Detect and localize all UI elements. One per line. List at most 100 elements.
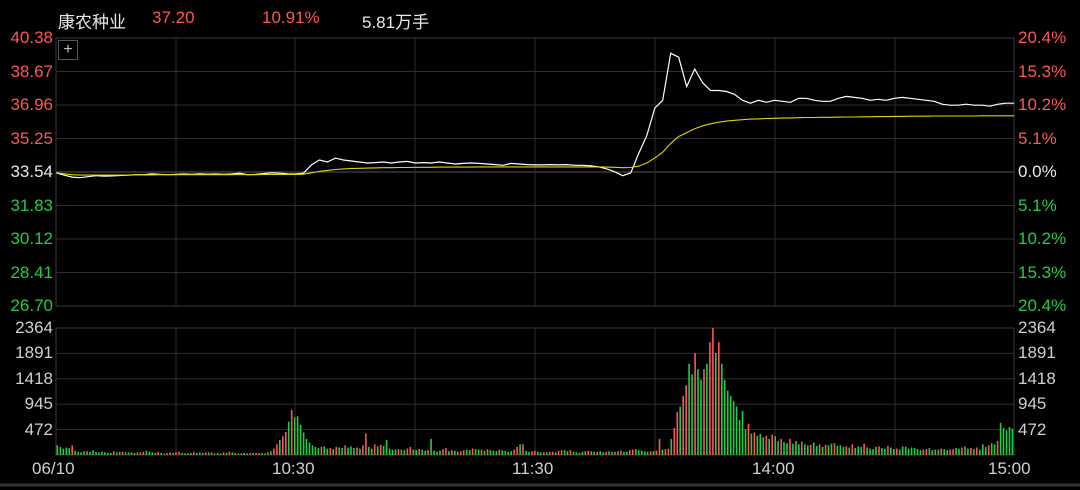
volume-bar — [922, 449, 925, 455]
volume-bar — [643, 451, 646, 455]
volume-bar — [578, 452, 581, 455]
volume-bar — [77, 451, 79, 455]
volume-bar — [961, 447, 963, 455]
volume-bar — [243, 452, 245, 455]
volume-bar — [798, 444, 800, 455]
volume-bar — [554, 452, 557, 455]
current-price: 37.20 — [152, 8, 195, 27]
change-percent: 10.91% — [262, 8, 320, 27]
volume-bar — [842, 446, 845, 455]
volume-bar — [501, 450, 504, 455]
volume-bar — [225, 452, 228, 455]
volume-tick-label: 2364 — [15, 318, 53, 337]
volume-bar — [107, 452, 109, 455]
volume-bar — [658, 438, 661, 455]
volume-bar — [990, 443, 993, 455]
plus-icon[interactable]: + — [58, 40, 78, 60]
volume-bar — [492, 450, 495, 455]
volume-bar — [747, 423, 750, 455]
volume-bar — [344, 445, 346, 455]
volume-bar — [252, 452, 254, 455]
volume-bar — [608, 451, 610, 455]
volume-bar — [424, 450, 426, 455]
price-tick-label: 33.54 — [10, 162, 53, 181]
volume-bar — [219, 453, 222, 455]
volume-bar — [350, 446, 352, 455]
volume-bar — [898, 449, 901, 455]
volume-bar — [694, 352, 696, 455]
volume-bar — [436, 451, 438, 455]
volume-bar — [326, 448, 329, 455]
volume-bar — [691, 374, 693, 455]
volume-bar — [385, 440, 388, 455]
volume-bar — [329, 448, 332, 455]
volume-bar — [341, 448, 343, 455]
volume-bar — [314, 446, 317, 455]
volume-bar — [145, 450, 148, 455]
volume-bar — [282, 436, 284, 455]
volume-bar — [480, 449, 483, 455]
volume-bar — [373, 444, 376, 455]
volume-bar — [110, 452, 112, 455]
volume-bar — [112, 451, 115, 455]
volume-bar — [193, 451, 195, 455]
volume-bar — [474, 449, 477, 455]
volume-bar — [893, 449, 895, 455]
volume-bar — [801, 441, 803, 455]
volume-bar — [860, 446, 862, 455]
volume-bar — [804, 444, 806, 455]
volume-bar — [706, 363, 708, 455]
volume-bar — [142, 451, 145, 455]
volume-bar — [738, 420, 741, 455]
volume-bar — [1008, 427, 1011, 455]
volume-bar — [65, 447, 68, 455]
volume-bar — [338, 447, 340, 455]
time-tick-label: 06/10 — [32, 459, 75, 478]
volume-bar — [996, 441, 999, 455]
volume-bar — [68, 448, 71, 455]
volume-bar — [587, 450, 590, 455]
volume-bar — [780, 438, 782, 455]
volume-bar — [406, 448, 409, 455]
volume-bar — [175, 452, 177, 455]
volume-bar — [454, 450, 456, 455]
volume-bar — [468, 450, 471, 455]
volume-bar — [709, 342, 711, 455]
price-tick-label: 35.25 — [10, 128, 53, 148]
volume-bar — [632, 449, 634, 455]
volume-bar — [237, 453, 240, 455]
volume-bar — [442, 449, 444, 455]
volume-bar — [299, 424, 302, 455]
volume-bar — [774, 436, 776, 455]
volume-bar — [258, 452, 260, 455]
volume-bar — [919, 450, 922, 455]
volume-bar — [169, 452, 171, 455]
time-tick-label: 11:30 — [512, 459, 554, 478]
volume-bar — [679, 406, 681, 455]
volume-bar — [551, 451, 554, 455]
volume-bar — [335, 446, 337, 455]
volume-bar — [415, 450, 418, 455]
volume-bar — [204, 452, 207, 455]
volume-bar — [199, 452, 201, 455]
volume-bar — [602, 452, 604, 455]
volume-bar — [881, 448, 883, 455]
volume-bar — [222, 452, 225, 455]
volume-bar — [178, 451, 180, 455]
volume-bar — [382, 445, 385, 455]
time-tick-label: 10:30 — [272, 459, 315, 478]
volume-bar — [830, 443, 833, 455]
volume-tick-label: 1891 — [15, 343, 53, 363]
volume-bar — [86, 451, 88, 455]
volume-bar — [457, 451, 459, 455]
volume-bar — [323, 446, 326, 455]
volume-bar — [302, 432, 305, 455]
volume-bar — [287, 421, 290, 455]
volume-bar — [833, 443, 836, 455]
volume-bar — [207, 452, 210, 455]
volume-tick-label-right: 2364 — [1018, 318, 1056, 337]
volume-bar — [581, 451, 584, 455]
volume-tick-label: 945 — [24, 394, 53, 414]
volume-bar — [104, 452, 106, 455]
percent-tick-label: 20.4% — [1018, 28, 1067, 47]
